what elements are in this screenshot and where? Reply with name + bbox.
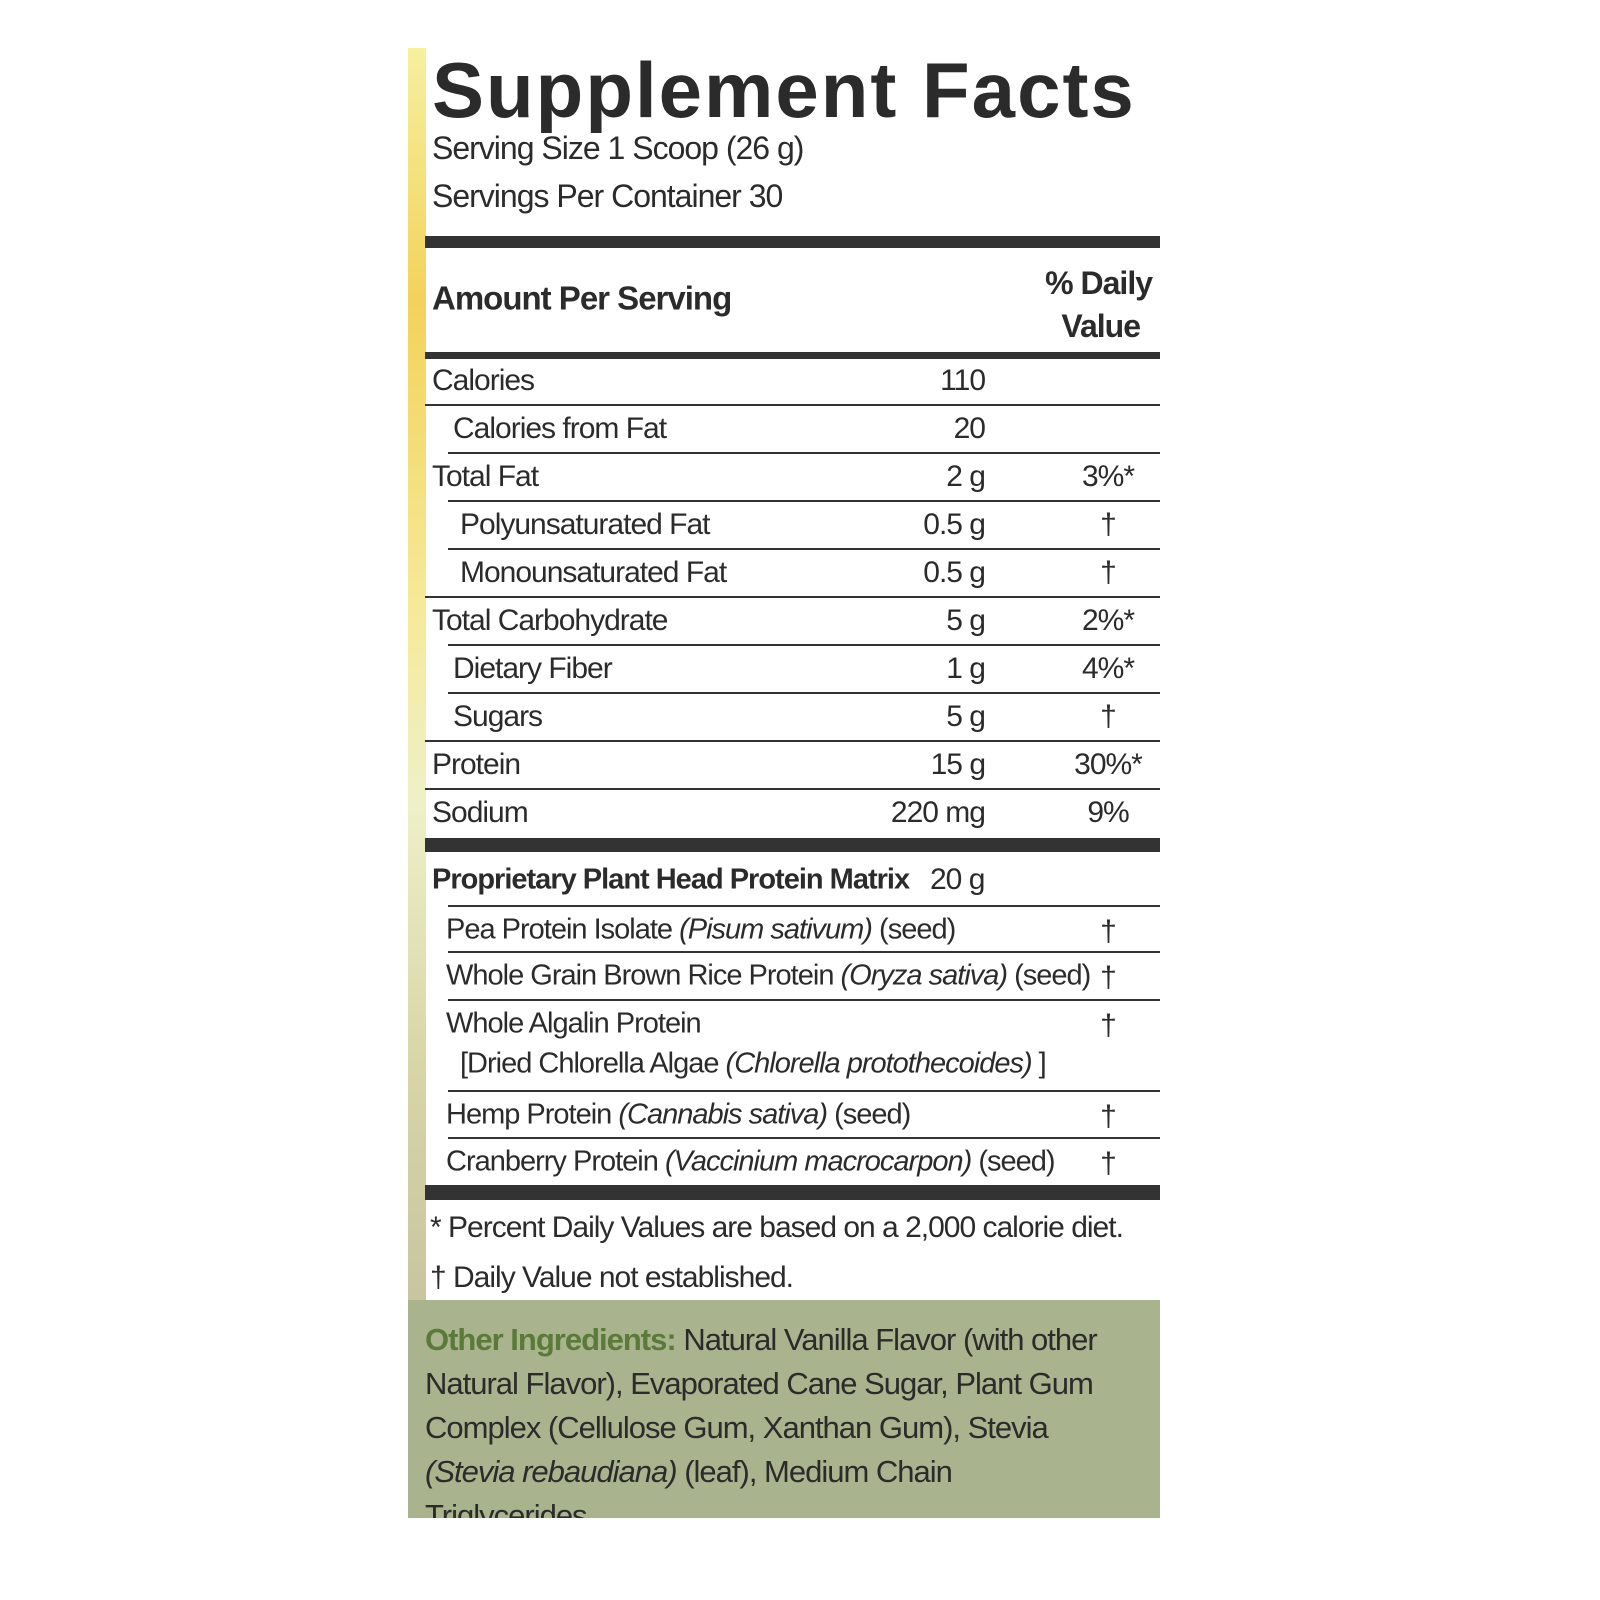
daily-value: †: [1100, 1100, 1117, 1133]
rule: [425, 838, 1160, 852]
rule: [425, 352, 1160, 359]
blend-amount: 20 g: [930, 863, 985, 896]
rule: [448, 548, 1160, 550]
amount-header: Amount Per Serving: [432, 279, 732, 317]
rule: [448, 692, 1160, 694]
dv-header: Value: [1061, 308, 1141, 344]
nutrient-name: Sugars: [453, 700, 543, 733]
rule: [448, 999, 1160, 1001]
nutrient-name: Total Fat: [432, 460, 539, 493]
dv-header: % Daily: [1045, 265, 1153, 301]
daily-value: †: [1100, 700, 1117, 733]
rule: [425, 404, 1160, 406]
nutrient-amount: 2 g: [946, 460, 986, 493]
daily-value: 3%*: [1081, 460, 1135, 493]
nutrient-name: Polyunsaturated Fat: [460, 508, 710, 541]
ingredients-panel: [408, 1300, 1160, 1518]
ingredient-name: Cranberry Protein: [446, 1145, 659, 1178]
other-ingredients-label: Other Ingredients:: [425, 1322, 677, 1357]
ingredient-name: Hemp Protein: [446, 1098, 612, 1131]
ingredient-detail: ]: [1038, 1047, 1047, 1080]
rule: [448, 905, 1160, 907]
daily-value: 9%: [1087, 796, 1129, 829]
nutrient-amount: 5 g: [946, 604, 986, 637]
nutrient-amount: 0.5 g: [923, 556, 986, 589]
ingredient: Pea Protein Isolate (Pisum sativum) (see…: [446, 913, 956, 946]
latin-name: (Vaccinium macrocarpon): [664, 1145, 972, 1178]
nutrient-name: Protein: [432, 748, 521, 781]
nutrient-amount: 15 g: [930, 748, 986, 781]
footnote: * Percent Daily Values are based on a 2,…: [430, 1211, 1124, 1244]
footnote: † Daily Value not established.: [430, 1261, 794, 1294]
servings-per-container: Servings Per Container 30: [432, 178, 783, 214]
nutrient-amount: 220 mg: [890, 796, 986, 829]
other-ingredients: Other Ingredients: Natural Vanilla Flavo…: [425, 1318, 1125, 1518]
ingredient-detail: [Dried Chlorella Algae: [460, 1047, 719, 1080]
nutrient-name: Calories: [432, 364, 535, 397]
daily-value: †: [1100, 508, 1117, 541]
nutrient-name: Dietary Fiber: [453, 652, 613, 685]
nutrient-name: Monounsaturated Fat: [460, 556, 727, 589]
rule: [448, 500, 1160, 502]
label-edge: [408, 48, 426, 1308]
latin-name: (Cannabis sativa): [618, 1098, 828, 1131]
ingredient: Cranberry Protein (Vaccinium macrocarpon…: [446, 1145, 1056, 1178]
nutrient-amount: 1 g: [946, 652, 986, 685]
other-ingredients-text: Natural Vanilla Flavor (with other Natur…: [425, 1322, 1098, 1445]
ingredient: Whole Algalin Protein: [446, 1007, 702, 1040]
nutrient-amount: 20: [953, 412, 986, 445]
plant-part: (seed): [978, 1145, 1055, 1178]
nutrient-name: Sodium: [432, 796, 529, 829]
daily-value: †: [1100, 961, 1117, 994]
daily-value: †: [1100, 1009, 1117, 1042]
nutrient-amount: 0.5 g: [923, 508, 986, 541]
latin-name: (Stevia rebaudiana): [425, 1454, 678, 1489]
daily-value: 2%*: [1081, 604, 1135, 637]
rule: [448, 644, 1160, 646]
nutrient-name: Total Carbohydrate: [432, 604, 668, 637]
rule: [425, 788, 1160, 790]
ingredient: Hemp Protein (Cannabis sativa) (seed): [446, 1098, 911, 1131]
nutrient-amount: 110: [940, 364, 986, 397]
ingredient-name: Whole Algalin Protein: [446, 1007, 702, 1040]
rule: [425, 1185, 1160, 1200]
plant-part: (seed): [834, 1098, 911, 1131]
latin-name: (Oryza sativa): [840, 959, 1008, 992]
daily-value: †: [1100, 556, 1117, 589]
latin-name: (Pisum sativum): [679, 913, 873, 946]
rule: [425, 236, 1160, 248]
nutrient-amount: 5 g: [946, 700, 986, 733]
daily-value: 4%*: [1081, 652, 1135, 685]
ingredient: Whole Grain Brown Rice Protein (Oryza sa…: [446, 959, 1091, 992]
rule: [448, 951, 1160, 953]
ingredient-name: Whole Grain Brown Rice Protein: [446, 959, 834, 992]
rule: [448, 452, 1160, 454]
rule: [448, 1090, 1160, 1092]
other-ingredients-text: (leaf), Medium Chain Triglycerides.: [425, 1454, 953, 1518]
daily-value: †: [1100, 915, 1117, 948]
ingredient-detail: [Dried Chlorella Algae (Chlorella protot…: [460, 1047, 1047, 1080]
title: Supplement Facts: [432, 48, 1136, 134]
blend-name: Proprietary Plant Head Protein Matrix: [432, 863, 910, 896]
rule: [448, 1137, 1160, 1139]
plant-part: (seed): [879, 913, 956, 946]
rule: [425, 596, 1160, 598]
plant-part: (seed): [1014, 959, 1091, 992]
serving-size: Serving Size 1 Scoop (26 g): [432, 130, 804, 166]
latin-name: (Chlorella protothecoides): [725, 1047, 1033, 1080]
supplement-label: Supplement Facts Serving Size 1 Scoop (26…: [408, 48, 1160, 1518]
rule: [425, 740, 1160, 742]
daily-value: †: [1100, 1147, 1117, 1180]
nutrient-name: Calories from Fat: [453, 412, 667, 445]
ingredient-name: Pea Protein Isolate: [446, 913, 673, 946]
daily-value: 30%*: [1074, 748, 1143, 781]
